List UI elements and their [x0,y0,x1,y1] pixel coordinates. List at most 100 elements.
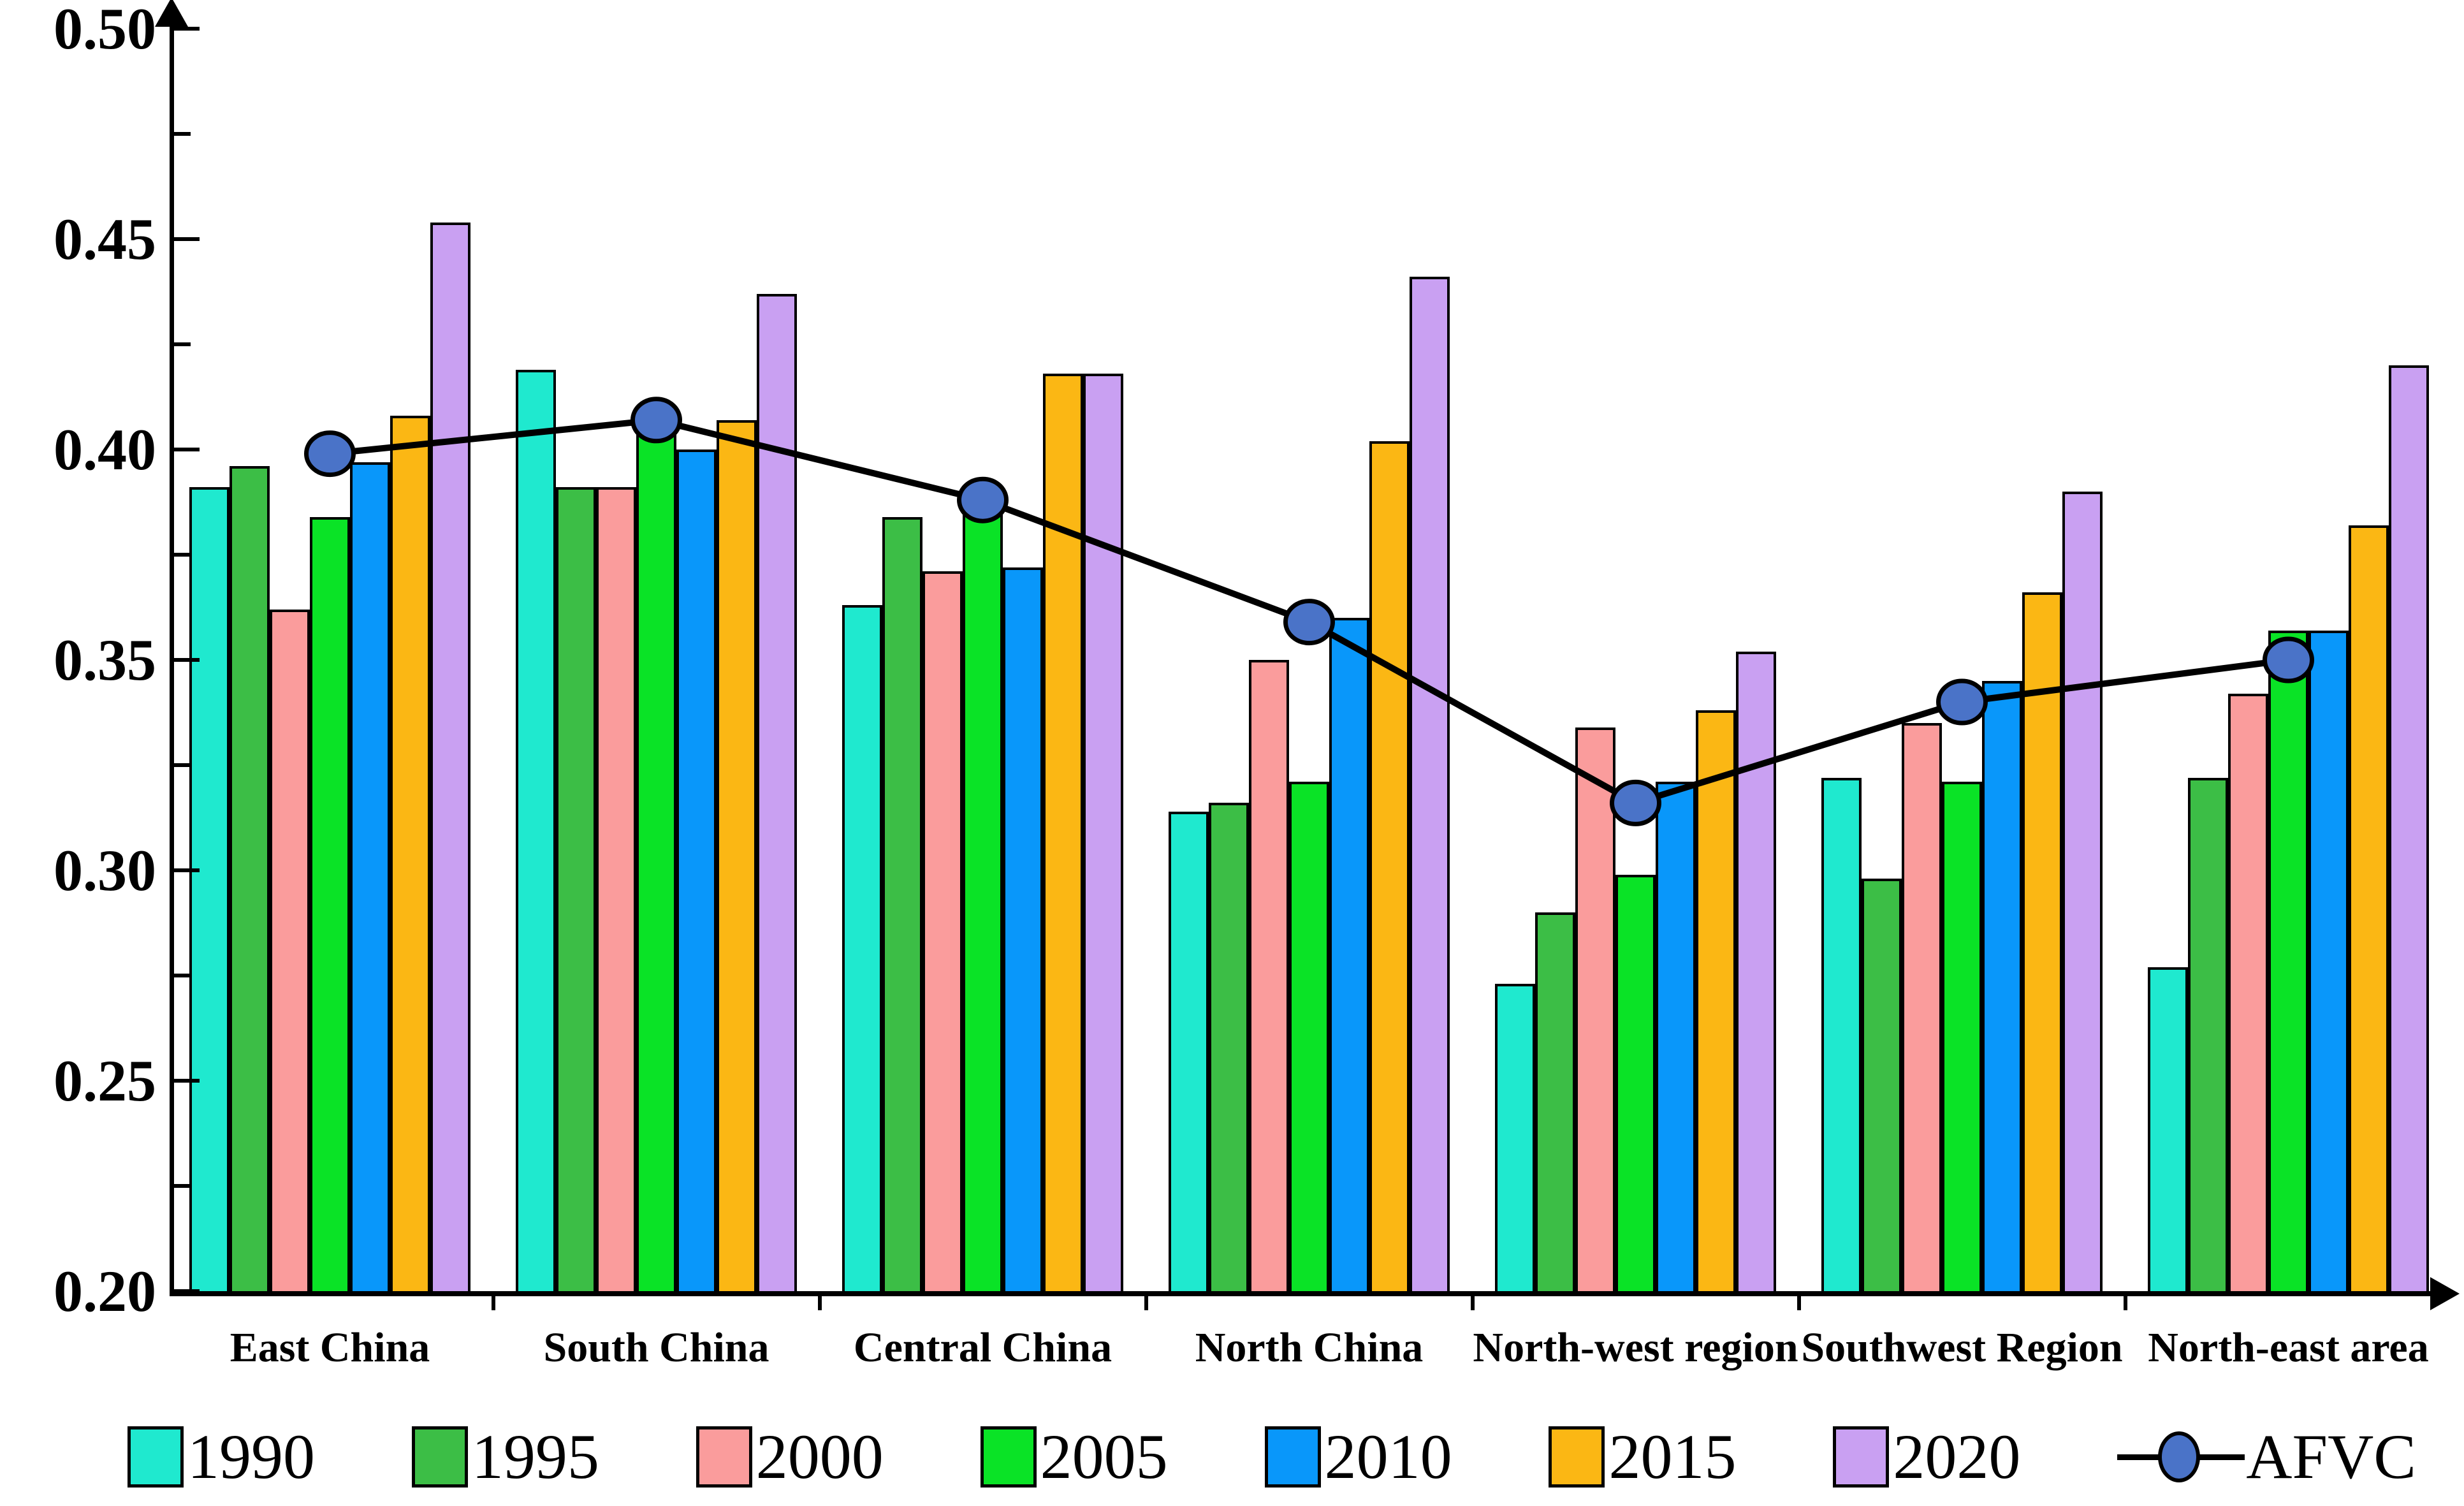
bar-2005-southwest-region [1942,782,1982,1294]
bar-1995-southwest-region [1862,879,1902,1294]
legend: 1990 1995 2000 2005 2010 2015 2020 AFVC [128,1419,2416,1495]
y-major-tick [174,27,200,31]
bar-1990-north-west-region [1495,984,1535,1294]
x-group-tick [491,1291,495,1310]
legend-item-1995: 1995 [411,1421,599,1492]
category-label: Southwest Region [1801,1324,2123,1371]
legend-item-2015: 2015 [1549,1425,1736,1489]
x-group-tick [1470,1291,1475,1310]
y-minor-tick [174,763,191,767]
x-group-tick [817,1291,822,1310]
legend-swatch-icon [1549,1426,1605,1488]
y-major-tick [174,1079,200,1083]
legend-label: 1995 [471,1421,599,1492]
bar-1990-east-china [189,487,230,1294]
bar-2000-south-china [596,487,636,1294]
legend-swatch-icon [980,1426,1037,1488]
category-label: North-east area [2148,1324,2429,1371]
bar-2010-south-china [676,450,717,1294]
y-minor-tick [174,342,191,346]
legend-label: AFVC [2246,1421,2416,1492]
legend-label: 2015 [1608,1421,1737,1492]
y-tick-label: 0.35 [54,627,156,692]
y-tick-label: 0.45 [54,207,156,272]
bar-2005-east-china [310,516,350,1294]
category-label: North-west region [1473,1324,1798,1371]
afvc-marker-icon [957,476,1009,523]
legend-item-2010: 2010 [1264,1425,1452,1489]
bar-2010-east-china [350,462,390,1294]
bar-2020-central-china [1083,374,1123,1294]
bar-2000-central-china [922,571,963,1294]
bar-1995-south-china [556,487,596,1294]
legend-ellipse [2158,1431,2201,1482]
x-axis-arrow-icon [2430,1277,2460,1310]
bar-2005-central-china [963,513,1003,1294]
legend-swatch-icon [1833,1426,1890,1488]
y-tick-label: 0.20 [54,1259,156,1324]
legend-item-2005: 2005 [980,1425,1168,1489]
bar-2005-north-east-area [2268,630,2308,1294]
bar-1990-north-east-area [2148,967,2188,1294]
bar-2010-north-west-region [1656,782,1696,1294]
legend-swatch-icon [696,1426,752,1488]
legend-swatch-icon [411,1426,468,1488]
y-tick-label: 0.50 [54,0,156,61]
bar-1995-central-china [882,516,922,1294]
bar-1995-north-west-region [1535,912,1575,1294]
bar-1990-central-china [842,605,882,1294]
y-tick-label: 0.30 [54,838,156,903]
bar-2000-north-east-area [2228,693,2268,1294]
bar-2010-southwest-region [1982,681,2022,1294]
bar-1990-south-china [516,369,556,1294]
bar-2015-north-china [1369,441,1410,1294]
legend-label: 1990 [187,1421,315,1492]
bar-1995-east-china [230,466,270,1294]
bar-2020-north-china [1410,277,1450,1294]
y-major-tick [174,237,200,241]
legend-swatch-icon [128,1426,184,1488]
bar-1995-north-east-area [2188,777,2228,1294]
legend-swatch-icon [1264,1426,1321,1488]
y-tick-label: 0.40 [54,417,156,482]
bar-2005-north-west-region [1615,874,1656,1294]
afvc-marker-icon [304,430,356,478]
legend-label: 2020 [1893,1421,2021,1492]
y-minor-tick [174,1184,191,1188]
category-label: South China [543,1324,769,1371]
legend-label: 2005 [1040,1421,1168,1492]
y-major-tick [174,868,200,872]
bar-2000-southwest-region [1902,723,1942,1294]
bar-2020-east-china [430,222,470,1294]
legend-line-marker-icon [2117,1426,2245,1488]
y-minor-tick [174,974,191,977]
legend-item-2000: 2000 [696,1425,884,1489]
category-label: East China [230,1324,430,1371]
bar-2015-north-east-area [2349,525,2389,1294]
afvc-marker-icon [2263,636,2314,684]
bar-1990-southwest-region [1821,777,1862,1294]
bar-2015-south-china [717,420,757,1294]
legend-item-2020: 2020 [1833,1425,2020,1489]
bar-2000-north-china [1249,660,1289,1294]
bar-2015-southwest-region [2022,592,2062,1294]
y-major-tick [174,448,200,451]
legend-item-AFVC: AFVC [2117,1425,2416,1489]
y-tick-label: 0.25 [54,1048,156,1113]
x-group-tick [1797,1291,1801,1310]
x-group-tick [2123,1291,2127,1310]
bar-2020-southwest-region [2062,492,2103,1294]
y-minor-tick [174,132,191,136]
bar-2010-central-china [1003,567,1043,1294]
x-group-tick [1144,1291,1148,1310]
bar-2005-north-china [1289,782,1329,1294]
y-major-tick [174,658,200,662]
category-label: North China [1195,1324,1424,1371]
bar-1995-north-china [1209,803,1249,1294]
bar-2010-north-east-area [2308,630,2349,1294]
category-label: Central China [853,1324,1112,1371]
bar-2010-north-china [1329,618,1369,1294]
y-minor-tick [174,553,191,557]
